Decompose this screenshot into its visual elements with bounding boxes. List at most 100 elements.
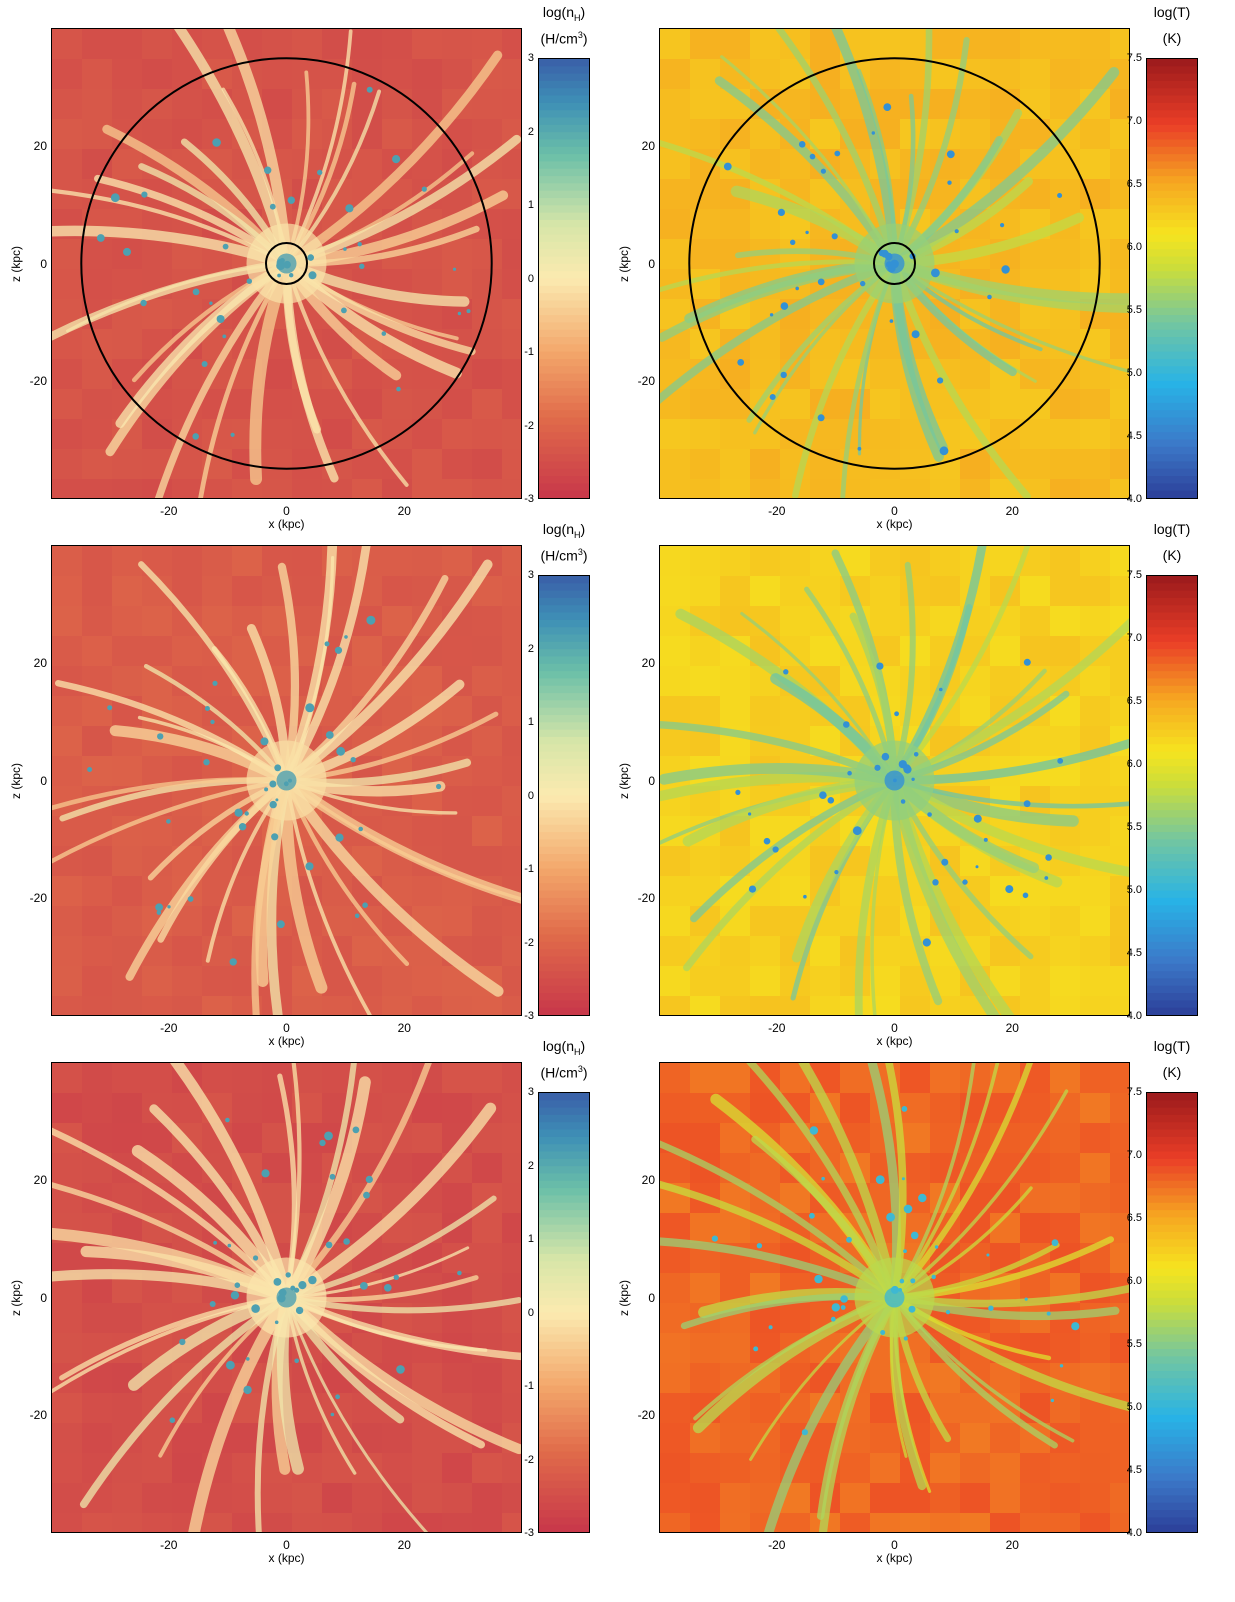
colorbar-step bbox=[539, 212, 589, 221]
colorbar-step bbox=[1147, 73, 1197, 82]
colorbar-step bbox=[539, 1202, 589, 1211]
map-cell bbox=[660, 696, 690, 726]
clump bbox=[946, 150, 955, 159]
colorbar-step bbox=[539, 146, 589, 155]
map-cell bbox=[1020, 726, 1050, 756]
projection-map bbox=[659, 28, 1130, 499]
map-cell bbox=[1020, 786, 1050, 816]
colorbar-step bbox=[1147, 234, 1197, 243]
map-cell bbox=[900, 29, 930, 59]
clump bbox=[123, 247, 131, 256]
map-cell bbox=[502, 1453, 521, 1483]
clump bbox=[881, 249, 889, 258]
colorbar-step bbox=[539, 824, 589, 833]
map-cell bbox=[412, 1483, 442, 1513]
colorbar-step bbox=[1147, 597, 1197, 606]
map-cell bbox=[1050, 1213, 1080, 1243]
clump bbox=[362, 902, 368, 908]
colorbar-tick-label: 4.0 bbox=[1126, 1527, 1142, 1539]
colorbar-tick-label: 5.0 bbox=[1126, 884, 1142, 896]
colorbar-step bbox=[1147, 875, 1197, 884]
clump bbox=[1051, 1239, 1059, 1247]
core-clump bbox=[884, 1287, 905, 1308]
colorbar-step bbox=[1147, 1210, 1197, 1218]
colorbar-step bbox=[1147, 627, 1197, 636]
colorbar-gradient bbox=[539, 576, 589, 1016]
map-cell bbox=[1110, 1363, 1129, 1393]
x-tick-label: 20 bbox=[1005, 1021, 1019, 1035]
clump bbox=[983, 837, 988, 842]
y-axis-label: z (kpc) bbox=[9, 1279, 23, 1316]
colorbar-step bbox=[539, 454, 589, 463]
clump bbox=[87, 767, 93, 772]
colorbar-step bbox=[1147, 1188, 1197, 1197]
colorbar-step bbox=[1147, 751, 1197, 760]
colorbar-step bbox=[539, 117, 589, 126]
clump bbox=[436, 783, 442, 790]
colorbar-step bbox=[539, 1524, 589, 1533]
map-cell bbox=[690, 1483, 720, 1513]
clump bbox=[275, 798, 279, 802]
clump bbox=[393, 1274, 399, 1280]
map-cell bbox=[172, 636, 202, 666]
colorbar-tick-label: 1 bbox=[527, 1233, 534, 1245]
clump bbox=[830, 1316, 836, 1322]
clump bbox=[871, 131, 875, 135]
clump bbox=[167, 905, 171, 909]
colorbar-tick-label: 6.0 bbox=[1126, 758, 1142, 770]
map-cell bbox=[472, 786, 502, 816]
map-cell bbox=[720, 1333, 750, 1363]
colorbar-step bbox=[539, 1319, 589, 1328]
colorbar-step bbox=[539, 963, 589, 972]
map-cell bbox=[660, 1393, 690, 1423]
colorbar bbox=[1146, 58, 1198, 499]
map-cell bbox=[870, 59, 900, 89]
colorbar-step bbox=[539, 897, 589, 906]
y-tick-label: -20 bbox=[29, 374, 47, 389]
map-cell bbox=[990, 1153, 1020, 1183]
map-cell bbox=[1050, 606, 1080, 636]
map-cell bbox=[1050, 936, 1080, 966]
clump bbox=[305, 703, 315, 713]
map-cell bbox=[112, 269, 142, 299]
colorbar-step bbox=[539, 1007, 589, 1016]
map-cell bbox=[840, 1513, 870, 1532]
map-cell bbox=[1110, 1183, 1129, 1213]
map-cell bbox=[52, 936, 82, 966]
map-cell bbox=[352, 636, 382, 666]
colorbar-step bbox=[1147, 1232, 1197, 1240]
map-cell bbox=[960, 479, 990, 498]
map-cell bbox=[1080, 1213, 1110, 1243]
colorbar-step bbox=[539, 1414, 589, 1423]
map-cell bbox=[1080, 966, 1110, 996]
map-cell bbox=[472, 1363, 502, 1393]
clump bbox=[330, 1412, 335, 1417]
colorbar-title-line1: log(nH) bbox=[542, 521, 586, 540]
map-cell bbox=[82, 696, 112, 726]
map-cell bbox=[690, 846, 720, 876]
map-cell bbox=[930, 59, 960, 89]
map-cell bbox=[382, 29, 412, 59]
map-cell bbox=[472, 419, 502, 449]
map-cell bbox=[82, 966, 112, 996]
clump bbox=[157, 733, 164, 740]
map-cell bbox=[660, 419, 690, 449]
map-cell bbox=[660, 1453, 690, 1483]
colorbar-step bbox=[1147, 110, 1197, 119]
map-cell bbox=[142, 29, 172, 59]
colorbar-tick-label: 1 bbox=[527, 199, 534, 211]
map-cell bbox=[750, 1393, 780, 1423]
colorbar-step bbox=[539, 366, 589, 375]
x-tick-label: -20 bbox=[160, 1538, 178, 1552]
map-cell bbox=[502, 1483, 521, 1513]
colorbar-step bbox=[539, 649, 589, 658]
colorbar-step bbox=[1147, 824, 1197, 833]
colorbar-step bbox=[1147, 66, 1197, 75]
colorbar-step bbox=[1147, 1283, 1197, 1292]
colorbar-step bbox=[539, 1363, 589, 1372]
x-axis-label: x (kpc) bbox=[268, 517, 305, 531]
map-cell bbox=[352, 996, 382, 1015]
colorbar-step bbox=[539, 832, 589, 840]
map-cell bbox=[720, 936, 750, 966]
map-cell bbox=[502, 726, 521, 756]
